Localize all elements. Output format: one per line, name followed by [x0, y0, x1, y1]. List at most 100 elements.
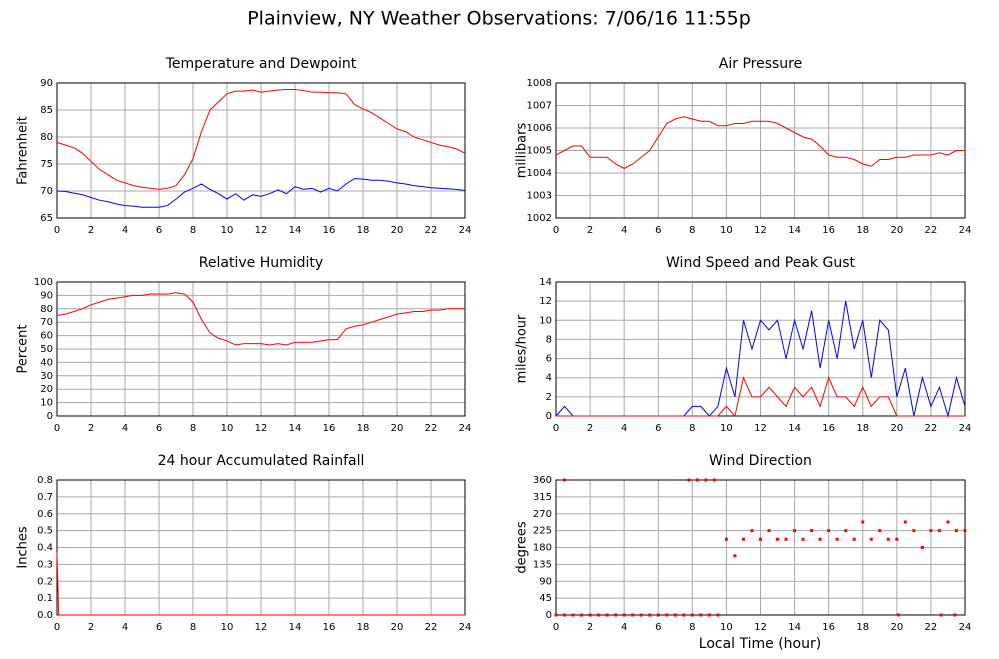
- data-line: [555, 116, 965, 170]
- page-title: Plainview, NY Weather Observations: 7/06…: [247, 8, 751, 30]
- y-tick-label: 90: [40, 78, 53, 89]
- data-point: [937, 529, 941, 533]
- x-tick-label: 6: [655, 622, 661, 633]
- x-tick-label: 4: [621, 622, 627, 633]
- x-tick-label: 12: [754, 423, 767, 434]
- y-tick-label: 315: [533, 492, 552, 503]
- x-tick-label: 10: [221, 622, 234, 633]
- y-tick-label: 90: [539, 576, 552, 587]
- x-tick-label: 24: [959, 622, 972, 633]
- y-tick-label: 0: [546, 411, 552, 422]
- data-point: [563, 613, 567, 617]
- x-tick-label: 20: [890, 622, 903, 633]
- data-point: [750, 529, 754, 533]
- y-tick-label: 180: [533, 543, 552, 554]
- data-point: [673, 613, 677, 617]
- y-tick-label: 50: [40, 344, 53, 355]
- data-point: [784, 537, 788, 541]
- data-point: [954, 529, 958, 533]
- data-point: [810, 529, 814, 533]
- x-tick-label: 22: [925, 225, 938, 236]
- data-line: [556, 376, 965, 418]
- y-tick-label: 80: [40, 304, 53, 315]
- y-tick-label: 1003: [527, 191, 552, 202]
- x-tick-label: 4: [122, 423, 128, 434]
- x-tick-label: 18: [856, 622, 869, 633]
- data-point: [699, 613, 703, 617]
- x-tick-label: 4: [122, 225, 128, 236]
- data-point: [712, 478, 716, 482]
- x-tick-label: 24: [959, 423, 972, 434]
- x-tick-label: 8: [190, 225, 196, 236]
- panel: Relative HumidityPercent0102030405060708…: [16, 255, 472, 434]
- data-point: [844, 529, 848, 533]
- y-tick-label: 0: [47, 411, 53, 422]
- y-tick-label: 0.3: [37, 559, 53, 570]
- x-tick-label: 2: [88, 423, 94, 434]
- y-tick-label: 135: [533, 559, 552, 570]
- data-point: [716, 613, 720, 617]
- y-tick-label: 360: [533, 475, 552, 486]
- data-point: [835, 537, 839, 541]
- data-point: [588, 613, 592, 617]
- x-tick-label: 16: [323, 225, 336, 236]
- x-tick-label: 8: [190, 423, 196, 434]
- data-point: [580, 613, 584, 617]
- data-point: [563, 478, 567, 482]
- y-tick-label: 0.1: [37, 593, 53, 604]
- y-tick-label: 85: [40, 105, 53, 116]
- data-point: [953, 613, 957, 617]
- y-tick-label: 70: [40, 317, 53, 328]
- x-tick-label: 8: [689, 423, 695, 434]
- chart-title: Wind Direction: [709, 453, 812, 469]
- x-tick-label: 18: [357, 423, 370, 434]
- data-point: [793, 529, 797, 533]
- x-tick-label: 0: [54, 423, 60, 434]
- data-point: [818, 537, 822, 541]
- chart-title: Wind Speed and Peak Gust: [666, 255, 855, 271]
- x-tick-label: 6: [655, 423, 661, 434]
- x-tick-label: 22: [425, 423, 438, 434]
- y-tick-label: 8: [546, 334, 552, 345]
- data-point: [776, 537, 780, 541]
- y-tick-label: 45: [539, 593, 552, 604]
- data-point: [597, 613, 601, 617]
- data-line: [56, 292, 465, 346]
- chart-title: Relative Humidity: [199, 255, 323, 271]
- y-tick-label: 60: [40, 331, 53, 342]
- data-point: [827, 529, 831, 533]
- y-tick-label: 1006: [527, 123, 552, 134]
- data-point: [690, 613, 694, 617]
- x-tick-label: 12: [255, 622, 268, 633]
- x-tick-label: 2: [587, 225, 593, 236]
- data-point: [554, 613, 558, 617]
- x-tick-label: 16: [323, 622, 336, 633]
- x-tick-label: 12: [754, 225, 767, 236]
- x-tick-label: 18: [856, 423, 869, 434]
- x-tick-label: 16: [822, 225, 835, 236]
- panel: 24 hour Accumulated Rainfall Inches 0.0 0.1…: [16, 453, 472, 633]
- data-point: [614, 613, 618, 617]
- x-tick-label: 24: [959, 225, 972, 236]
- data-line: [56, 552, 465, 616]
- y-tick-label: 0.6: [37, 509, 53, 520]
- chart-title: Air Pressure: [719, 56, 802, 72]
- data-point: [861, 520, 865, 524]
- data-point: [939, 613, 943, 617]
- x-tick-label: 10: [221, 423, 234, 434]
- y-tick-label: 0.2: [37, 576, 53, 587]
- x-tick-label: 16: [822, 423, 835, 434]
- x-axis-label: Local Time (hour): [699, 636, 821, 652]
- y-tick-label: 70: [40, 186, 53, 197]
- x-tick-label: 16: [822, 622, 835, 633]
- x-tick-label: 2: [587, 622, 593, 633]
- y-tick-label: 0.8: [37, 475, 53, 486]
- data-point: [648, 613, 652, 617]
- x-tick-label: 6: [156, 622, 162, 633]
- y-tick-label: 6: [546, 354, 552, 365]
- x-tick-label: 20: [391, 622, 404, 633]
- x-tick-label: 4: [122, 622, 128, 633]
- data-point: [665, 613, 669, 617]
- x-tick-label: 22: [925, 622, 938, 633]
